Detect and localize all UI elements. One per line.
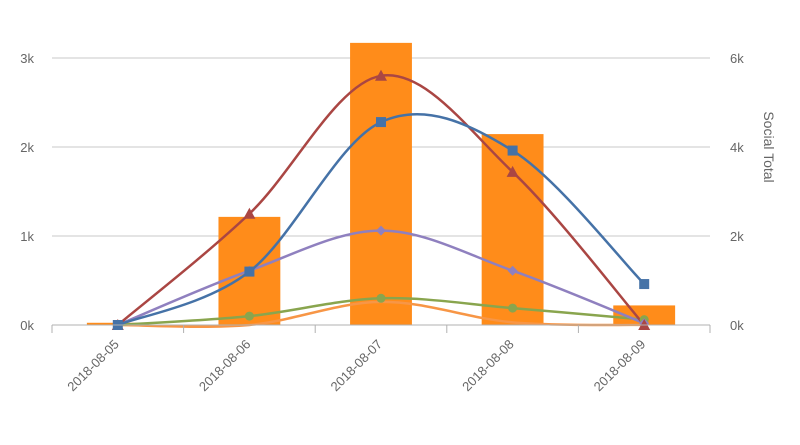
right-tick-label: 4k [730,140,744,155]
x-tick-label: 2018-08-08 [459,337,517,395]
point-marker [507,265,518,276]
point-marker [507,145,518,156]
right-axis-title: Social Total [761,111,777,182]
point-marker [243,207,256,219]
bar [481,134,544,325]
right-tick-label: 2k [730,229,744,244]
bar [350,42,412,326]
point-marker [376,117,386,128]
x-tick-label: 2018-08-09 [591,337,649,395]
point-marker [508,303,518,313]
left-tick-label: 1k [20,229,34,244]
right-tick-label: 6k [730,51,744,66]
point-marker [639,279,650,290]
left-tick-label: 2k [20,140,34,155]
point-marker [506,165,519,177]
right-tick-label: 0k [730,318,744,333]
x-tick-label: 2018-08-05 [64,337,122,395]
point-marker [376,225,386,236]
x-tick-label: 2018-08-06 [196,337,254,395]
point-marker [376,293,386,303]
x-tick-label: 2018-08-07 [327,337,385,395]
left-tick-label: 0k [20,318,34,333]
bar-series [86,42,676,326]
point-marker [244,266,255,277]
point-marker [244,311,254,321]
point-marker [375,69,387,81]
left-tick-label: 3k [20,51,34,66]
